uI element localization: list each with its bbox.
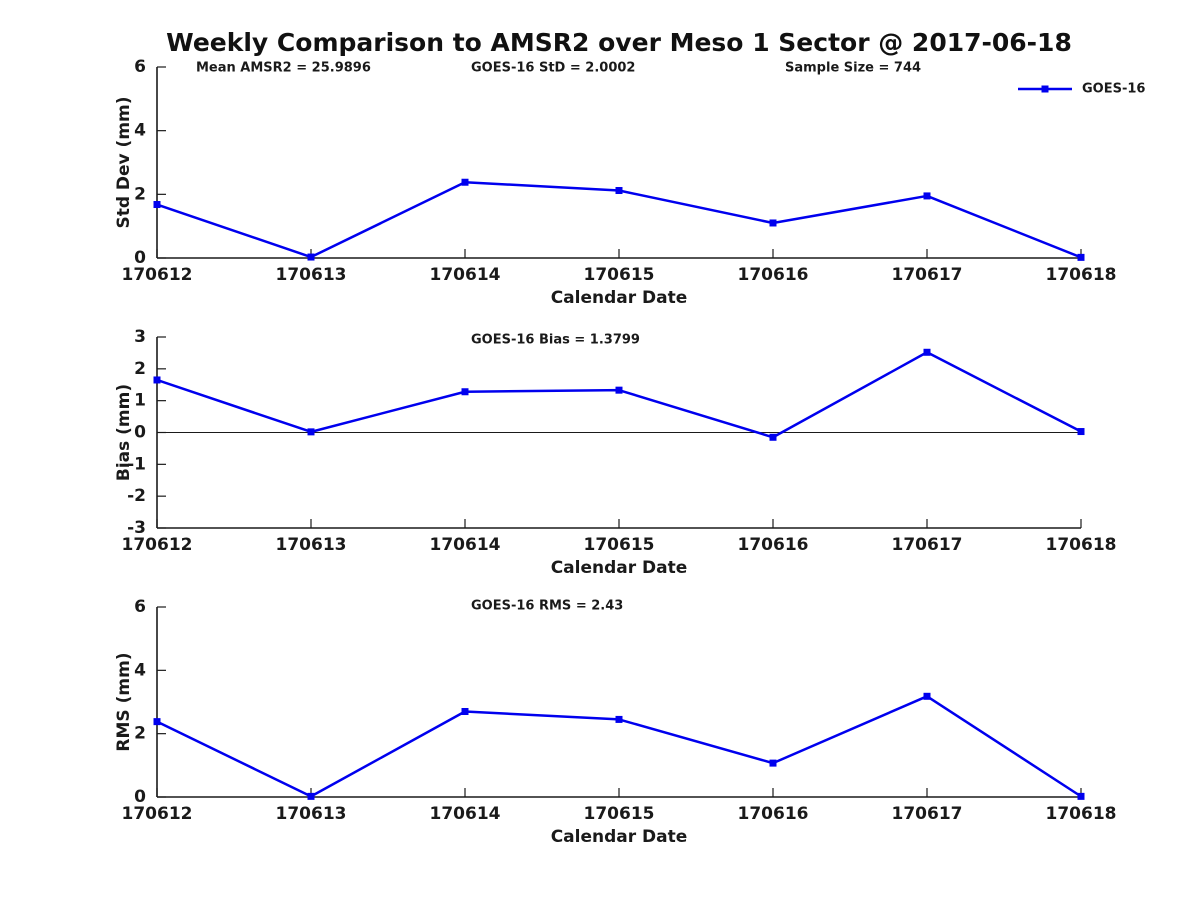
- x-tick-label: 170616: [738, 265, 809, 285]
- x-tick-label: 170617: [892, 535, 963, 555]
- y-axis-label: RMS (mm): [114, 652, 134, 751]
- series-marker: [769, 219, 777, 227]
- x-tick-label: 170613: [276, 265, 347, 285]
- y-tick-label: 4: [134, 660, 146, 680]
- series-marker: [153, 201, 161, 209]
- series-marker: [461, 708, 469, 715]
- x-tick-label: 170612: [122, 535, 193, 555]
- annotation: Sample Size = 744: [785, 61, 921, 76]
- series-marker: [769, 433, 777, 441]
- y-tick-label: 4: [134, 121, 146, 141]
- annotation: GOES-16 Bias = 1.3799: [471, 333, 640, 348]
- x-axis-label: Calendar Date: [551, 558, 688, 578]
- y-tick-label: 2: [134, 724, 146, 744]
- x-tick-label: 170614: [430, 265, 501, 285]
- series-marker: [461, 388, 469, 396]
- x-tick-label: 170612: [122, 804, 193, 824]
- x-tick-label: 170618: [1046, 265, 1117, 285]
- y-axis-label: Std Dev (mm): [114, 96, 134, 228]
- legend: GOES-16: [1018, 82, 1145, 97]
- x-axis-label: Calendar Date: [551, 288, 688, 308]
- x-tick-label: 170618: [1046, 804, 1117, 824]
- series-marker: [769, 759, 777, 767]
- subplot-bias-mm: 170612 170613 170614 170615 170616 170617 1706…: [114, 327, 1116, 578]
- y-tick-label: 1: [134, 391, 146, 411]
- y-tick-label: 2: [134, 184, 146, 204]
- y-tick-label: -3: [127, 518, 146, 538]
- figure-title: Weekly Comparison to AMSR2 over Meso 1 S…: [166, 28, 1072, 57]
- x-tick-label: 170616: [738, 535, 809, 555]
- series-marker: [923, 692, 931, 700]
- y-tick-label: 2: [134, 359, 146, 379]
- x-tick-label: 170616: [738, 804, 809, 824]
- x-tick-label: 170617: [892, 804, 963, 824]
- annotation: Mean AMSR2 = 25.9896: [196, 61, 371, 76]
- series-marker: [153, 718, 161, 726]
- x-tick-label: 170614: [430, 535, 501, 555]
- series-line-goes-16: [155, 351, 1083, 439]
- subplot-std-dev-mm: 170612 170613 170614 170615 170616 170617 1706…: [114, 57, 1145, 308]
- x-tick-label: 170613: [276, 535, 347, 555]
- series-marker: [923, 192, 931, 200]
- series-marker: [307, 792, 315, 800]
- series-line-goes-16: [155, 695, 1083, 798]
- series-marker: [923, 348, 931, 356]
- y-tick-label: 0: [134, 787, 146, 807]
- x-tick-label: 170615: [584, 535, 655, 555]
- x-tick-label: 170613: [276, 804, 347, 824]
- series-marker: [1077, 792, 1085, 800]
- annotation: GOES-16 RMS = 2.43: [471, 599, 623, 614]
- y-tick-label: -1: [127, 454, 146, 474]
- series-marker: [1077, 253, 1085, 261]
- x-tick-label: 170618: [1046, 535, 1117, 555]
- x-tick-label: 170615: [584, 804, 655, 824]
- y-tick-label: -2: [127, 486, 146, 506]
- x-tick-label: 170612: [122, 265, 193, 285]
- series-marker: [615, 386, 623, 394]
- series-marker: [153, 376, 161, 384]
- series-marker: [615, 187, 623, 195]
- x-tick-label: 170615: [584, 265, 655, 285]
- y-tick-label: 6: [134, 597, 146, 617]
- series-marker: [307, 428, 315, 436]
- x-tick-label: 170614: [430, 804, 501, 824]
- x-tick-label: 170617: [892, 265, 963, 285]
- subplot-rms-mm: 170612 170613 170614 170615 170616 170617 1706…: [114, 597, 1116, 847]
- series-marker: [615, 715, 623, 723]
- y-tick-label: 3: [134, 327, 146, 347]
- series-marker: [307, 253, 315, 261]
- y-axis-label: Bias (mm): [114, 384, 134, 481]
- y-tick-label: 6: [134, 57, 146, 77]
- x-axis-label: Calendar Date: [551, 827, 688, 847]
- annotation: GOES-16 StD = 2.0002: [471, 61, 635, 76]
- series-marker: [1077, 428, 1085, 436]
- series-marker: [461, 178, 469, 186]
- y-tick-label: 0: [134, 423, 146, 443]
- y-tick-label: 0: [134, 248, 146, 268]
- legend-marker: [1041, 85, 1049, 93]
- legend-label: GOES-16: [1082, 82, 1145, 97]
